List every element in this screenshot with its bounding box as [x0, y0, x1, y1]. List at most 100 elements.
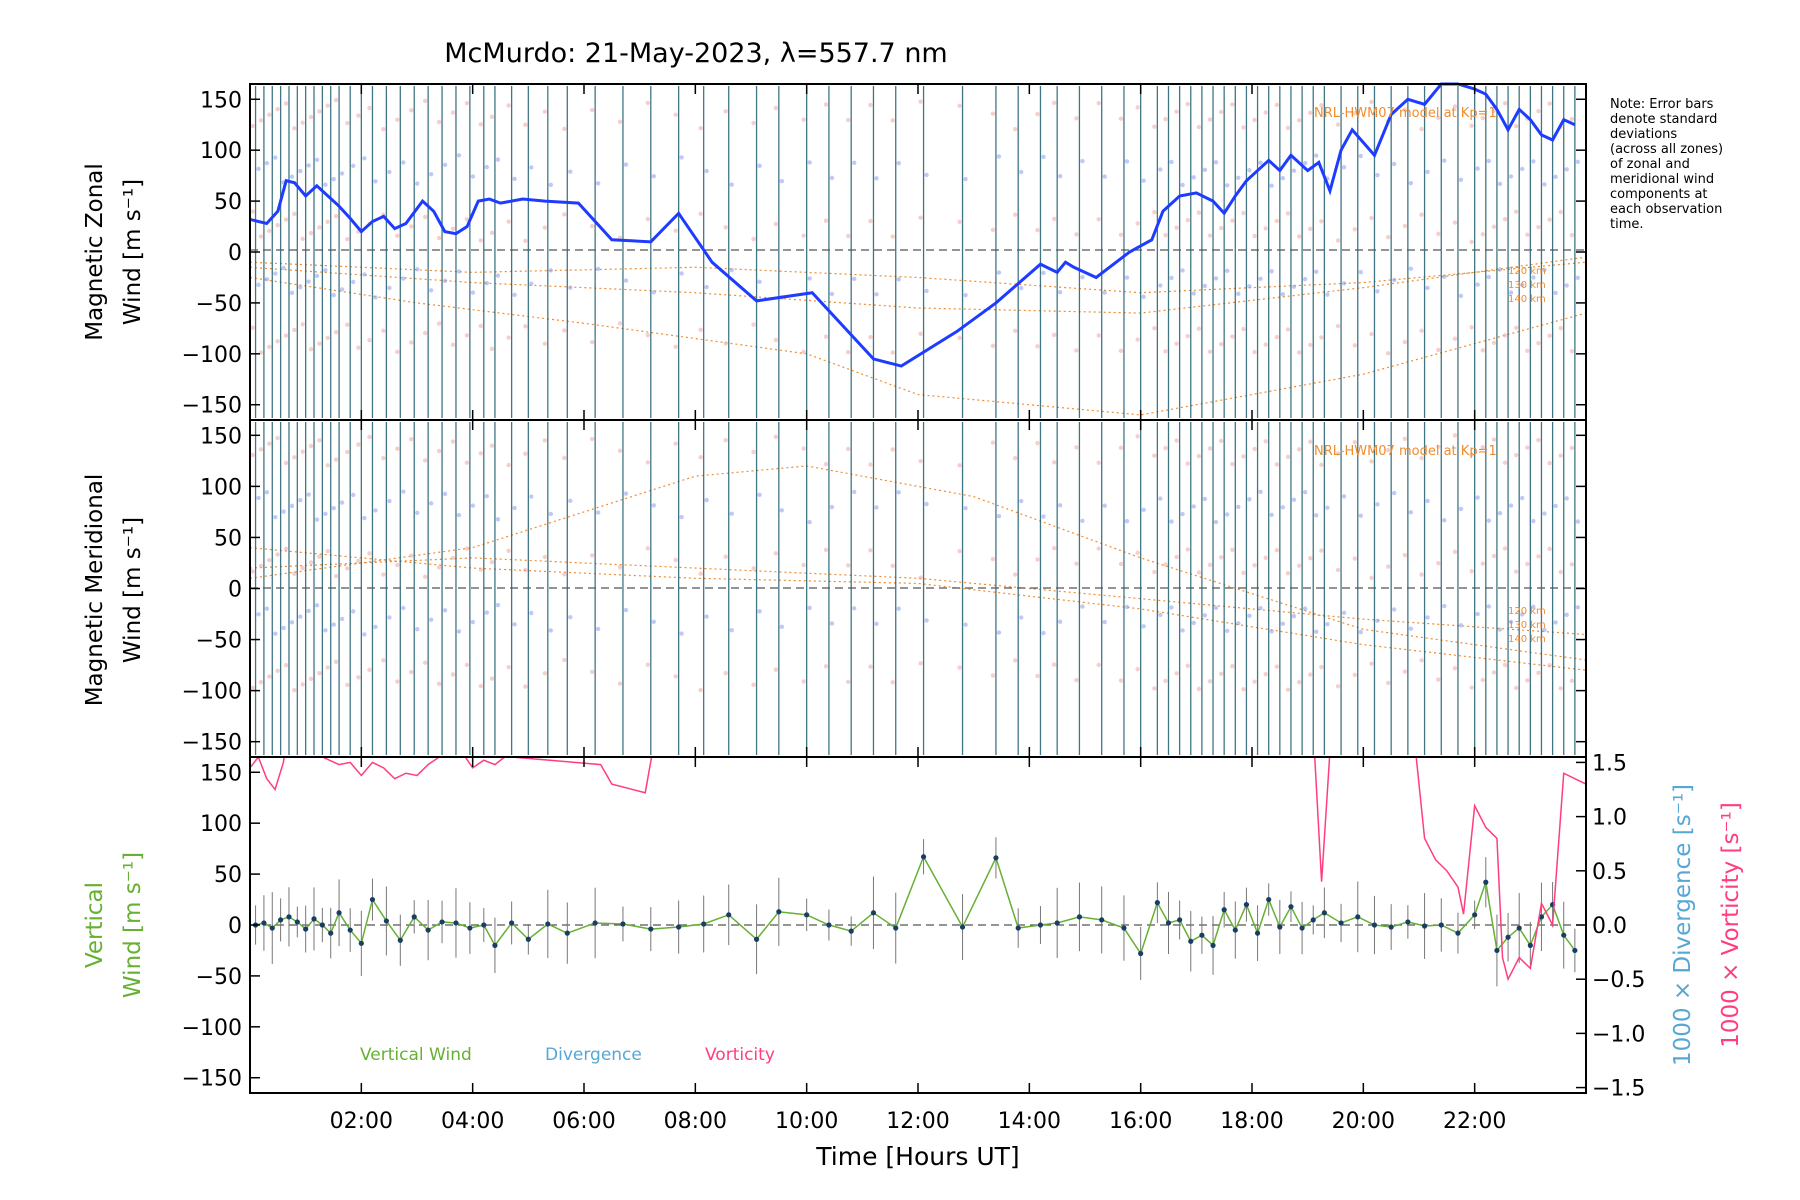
zone-sample-dot — [1202, 167, 1208, 173]
zone-sample-dot — [298, 284, 303, 290]
zone-sample-dot — [1163, 562, 1168, 567]
zone-sample-dot — [512, 292, 517, 298]
zone-sample-dot — [773, 434, 779, 440]
note-line: each observation — [1610, 202, 1722, 217]
zone-sample-dot — [1080, 274, 1085, 280]
zone-sample-dot — [1558, 686, 1563, 691]
note-line: components at — [1610, 187, 1708, 202]
zone-sample-dot — [679, 514, 684, 520]
x-tick-label: 16:00 — [1109, 1109, 1172, 1134]
zone-sample-dot — [381, 658, 386, 663]
zone-sample-dot — [308, 443, 314, 449]
zone-sample-dot — [464, 217, 470, 222]
zone-sample-dot — [1480, 677, 1486, 683]
zone-sample-dot — [617, 448, 623, 453]
zone-sample-dot — [1547, 333, 1552, 338]
zone-sample-dot — [300, 682, 305, 687]
zone-sample-dot — [1385, 564, 1391, 569]
zone-sample-dot — [1296, 679, 1302, 685]
zone-sample-dot — [470, 174, 476, 179]
meridional-ylabel-2: Wind [m s⁻¹] — [120, 517, 146, 663]
zone-sample-dot — [512, 176, 517, 181]
zone-sample-dot — [1319, 103, 1324, 108]
zone-sample-dot — [1531, 159, 1536, 164]
zone-sample-dot — [339, 171, 345, 176]
zone-sample-dot — [698, 687, 703, 693]
zone-sample-dot — [306, 163, 311, 168]
zone-sample-dot — [415, 266, 420, 272]
zone-sample-dot — [890, 447, 895, 452]
zone-sample-dot — [1057, 173, 1063, 179]
zone-sample-dot — [1236, 621, 1241, 626]
zone-sample-dot — [1285, 327, 1291, 332]
chart-title: McMurdo: 21-May-2023, λ=557.7 nm — [444, 38, 947, 69]
zone-sample-dot — [464, 333, 470, 338]
zone-sample-dot — [415, 181, 420, 186]
zone-sample-dot — [1575, 605, 1581, 610]
zone-sample-dot — [1169, 275, 1174, 281]
zone-sample-dot — [1258, 276, 1263, 281]
zone-sample-dot — [1475, 611, 1480, 617]
zone-sample-dot — [1520, 166, 1525, 172]
zone-sample-dot — [890, 350, 895, 355]
zone-sample-dot — [323, 628, 328, 633]
zone-sample-dot — [292, 327, 297, 333]
zone-sample-dot — [523, 451, 528, 456]
vertical-wind-point — [481, 922, 487, 928]
zone-sample-dot — [751, 449, 756, 455]
zone-sample-dot — [1547, 101, 1552, 106]
zone-sample-dot — [1558, 569, 1563, 575]
zone-sample-dot — [456, 153, 462, 158]
zone-sample-dot — [275, 552, 280, 557]
zone-sample-dot — [1419, 126, 1424, 132]
zone-sample-dot — [1185, 547, 1190, 552]
x-tick-label: 02:00 — [330, 1109, 393, 1134]
vertical-wind-point — [1266, 896, 1272, 903]
vertical-wind-point — [545, 921, 551, 927]
zone-sample-dot — [1163, 349, 1168, 354]
zone-sample-dot — [1051, 216, 1057, 222]
zone-sample-dot — [673, 112, 678, 117]
zone-sample-dot — [807, 605, 812, 611]
zone-sample-dot — [1525, 348, 1530, 353]
zone-sample-dot — [1152, 453, 1157, 458]
zone-sample-dot — [751, 236, 756, 242]
vertical-wind-point — [592, 920, 598, 926]
zone-sample-dot — [1280, 505, 1286, 510]
zone-sample-dot — [325, 665, 330, 670]
zone-sample-dot — [698, 211, 703, 216]
vertical-wind-point — [319, 922, 325, 928]
zone-sample-dot — [868, 664, 873, 669]
vertical-wind-point — [993, 855, 999, 861]
zone-sample-dot — [1247, 168, 1252, 173]
vertical-wind-point — [1527, 942, 1533, 948]
zone-sample-dot — [450, 555, 456, 561]
zone-sample-dot — [250, 209, 255, 214]
zone-sample-dot — [1180, 182, 1185, 188]
zone-sample-dot — [1296, 234, 1302, 239]
vertical-wind-point — [1054, 920, 1060, 926]
zone-sample-dot — [623, 162, 629, 167]
zone-sample-dot — [1491, 553, 1497, 559]
zone-sample-dot — [267, 674, 272, 679]
zone-sample-dot — [1291, 497, 1297, 502]
zone-sample-dot — [1196, 124, 1202, 130]
zone-sample-dot — [273, 155, 278, 160]
zone-sample-dot — [1575, 519, 1581, 524]
zone-sample-dot — [996, 270, 1002, 275]
zone-sample-dot — [1057, 290, 1063, 295]
zone-sample-dot — [801, 679, 806, 684]
zone-sample-dot — [542, 671, 548, 676]
zone-sample-dot — [1402, 223, 1408, 229]
y-tick-label: 50 — [214, 190, 242, 215]
zone-sample-dot — [308, 676, 314, 682]
zone-sample-dot — [1480, 561, 1486, 566]
zone-sample-dot — [757, 279, 762, 285]
zone-sample-dot — [1358, 153, 1363, 159]
zone-sample-dot — [890, 118, 895, 123]
zone-sample-dot — [1436, 444, 1441, 449]
zone-sample-dot — [1402, 553, 1408, 558]
zone-sample-dot — [1542, 182, 1547, 187]
zone-sample-dot — [1385, 447, 1391, 453]
zone-sample-dot — [846, 117, 851, 123]
